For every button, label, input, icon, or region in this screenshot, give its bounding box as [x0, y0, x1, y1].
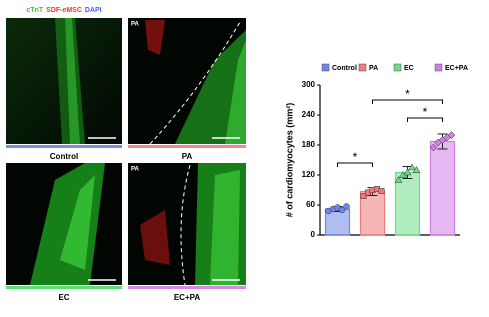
y-tick-label: 60: [306, 200, 315, 209]
micrographs: [6, 18, 246, 286]
legend-swatch: [321, 63, 330, 72]
legend-swatch: [358, 63, 367, 72]
cells: [145, 20, 165, 55]
y-axis-label: # of cardiomyocytes (mm²): [284, 103, 294, 218]
legend-label: PA: [369, 65, 378, 72]
inset-label: PA: [131, 22, 140, 28]
significance-bracket: [372, 99, 443, 104]
tissue: [60, 175, 95, 270]
tissue: [175, 30, 246, 144]
data-point: [343, 203, 350, 210]
significance-label: *: [405, 87, 410, 101]
data-point: [408, 163, 416, 171]
figure-labels: cTnT SDF-eMSC DAPI Control PA PA EC EC+PA PA: [6, 7, 246, 302]
significance-bracket: [337, 162, 373, 167]
legend-label: EC+PA: [445, 65, 468, 72]
legend-label: EC: [404, 65, 414, 72]
cells: [140, 210, 170, 265]
y-tick-label: 300: [302, 80, 316, 89]
significance-bracket: [407, 117, 443, 122]
data-point: [447, 131, 456, 139]
legend-swatch: [393, 63, 402, 72]
data-point: [403, 168, 412, 176]
data-point: [394, 176, 403, 183]
border-line: [149, 21, 241, 145]
bar-chart: # of cardiomyocytes (mm²) 0 60 120 180 240 30…: [284, 63, 468, 239]
data-point: [429, 143, 438, 152]
y-tick-label: 180: [302, 140, 316, 149]
y-tick-label: 120: [302, 170, 316, 179]
bar: [429, 140, 456, 236]
tissue: [225, 40, 246, 144]
panel-bar: [6, 145, 122, 148]
border-line: [180, 164, 191, 286]
y-tick-label: 240: [302, 110, 316, 119]
stain-name: DAPI: [85, 7, 102, 14]
data-point: [412, 166, 421, 173]
panel-bar: [128, 145, 246, 148]
significance-label: *: [423, 105, 428, 119]
y-tick-label: 0: [311, 230, 316, 239]
data-point: [338, 206, 346, 214]
panel-label: Control: [50, 152, 78, 161]
data-point: [360, 193, 367, 199]
data-point: [378, 188, 385, 194]
panel-label: EC: [58, 293, 69, 302]
stain-legend: cTnT SDF-eMSC DAPI: [26, 7, 101, 14]
significance-label: *: [353, 150, 358, 164]
panel-bar: [128, 286, 246, 289]
panel-label: EC+PA: [174, 293, 201, 302]
inset-label: PA: [131, 167, 140, 173]
tissue: [210, 170, 240, 285]
panel-label: PA: [182, 152, 193, 161]
tissue: [65, 18, 80, 144]
panel-bar: [6, 286, 122, 289]
legend-swatch: [434, 63, 443, 72]
bar: [394, 171, 421, 236]
stain-name: cTnT: [26, 7, 43, 14]
legend-label: Control: [332, 65, 357, 72]
stain-name: SDF-eMSC: [46, 7, 82, 14]
